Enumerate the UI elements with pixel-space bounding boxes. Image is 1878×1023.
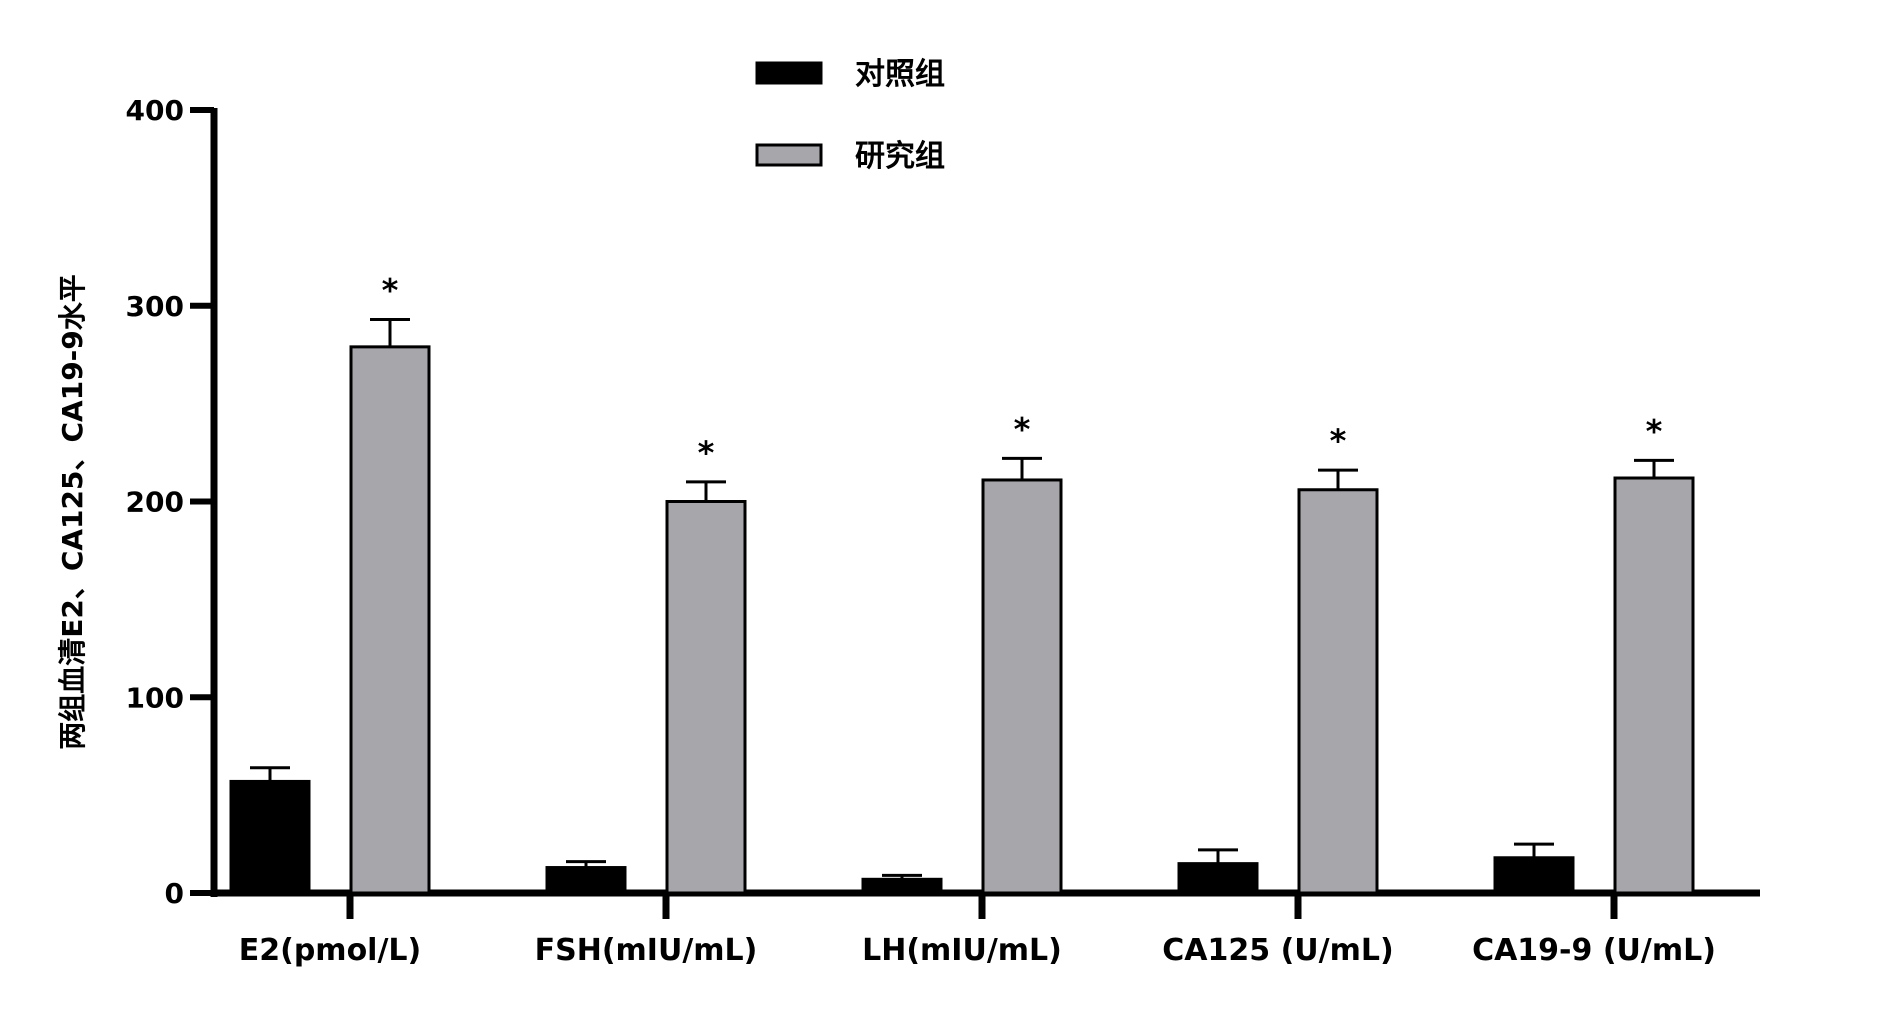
- bar: [1613, 476, 1695, 895]
- y-tick-label: 400: [126, 94, 184, 127]
- legend-swatch: [755, 143, 823, 167]
- bar: [229, 779, 311, 895]
- bar: [665, 500, 747, 895]
- significance-mark: *: [382, 271, 399, 309]
- legend-label: 研究组: [855, 139, 945, 174]
- legend-swatch: [755, 61, 823, 85]
- y-tick-label: 200: [126, 486, 184, 519]
- y-axis: 0 100 200 300 400: [126, 94, 218, 910]
- significance-mark: *: [1014, 410, 1031, 448]
- bar: [861, 877, 943, 895]
- y-tick-label: 0: [165, 877, 184, 910]
- bar: [349, 345, 431, 895]
- y-tick-label: 300: [126, 290, 184, 323]
- significance-mark: *: [698, 434, 715, 472]
- error-bars: [250, 317, 1674, 880]
- x-tick-label: CA125 (U/mL): [1162, 933, 1393, 968]
- x-tick-label: CA19-9 (U/mL): [1472, 933, 1716, 968]
- bar: [1297, 488, 1379, 895]
- x-tick-label: LH(mIU/mL): [862, 933, 1062, 968]
- bar: [1177, 862, 1259, 895]
- significance-mark: *: [1646, 412, 1663, 450]
- legend-label: 对照组: [855, 57, 945, 92]
- bar: [1493, 856, 1575, 895]
- significance-mark: *: [1330, 422, 1347, 460]
- x-tick-label: E2(pmol/L): [239, 933, 422, 968]
- y-axis-label: 两组血清E2、CA125、CA19-9水平: [56, 274, 89, 750]
- x-tick-label: FSH(mIU/mL): [535, 933, 758, 968]
- bar: [981, 478, 1063, 895]
- bars: [229, 345, 1695, 895]
- bar: [545, 866, 627, 895]
- y-tick-label: 100: [126, 681, 184, 714]
- x-axis: E2(pmol/L) FSH(mIU/mL) LH(mIU/mL) CA125 (U/…: [211, 889, 1760, 968]
- significance-marks: * * * * *: [382, 271, 1663, 471]
